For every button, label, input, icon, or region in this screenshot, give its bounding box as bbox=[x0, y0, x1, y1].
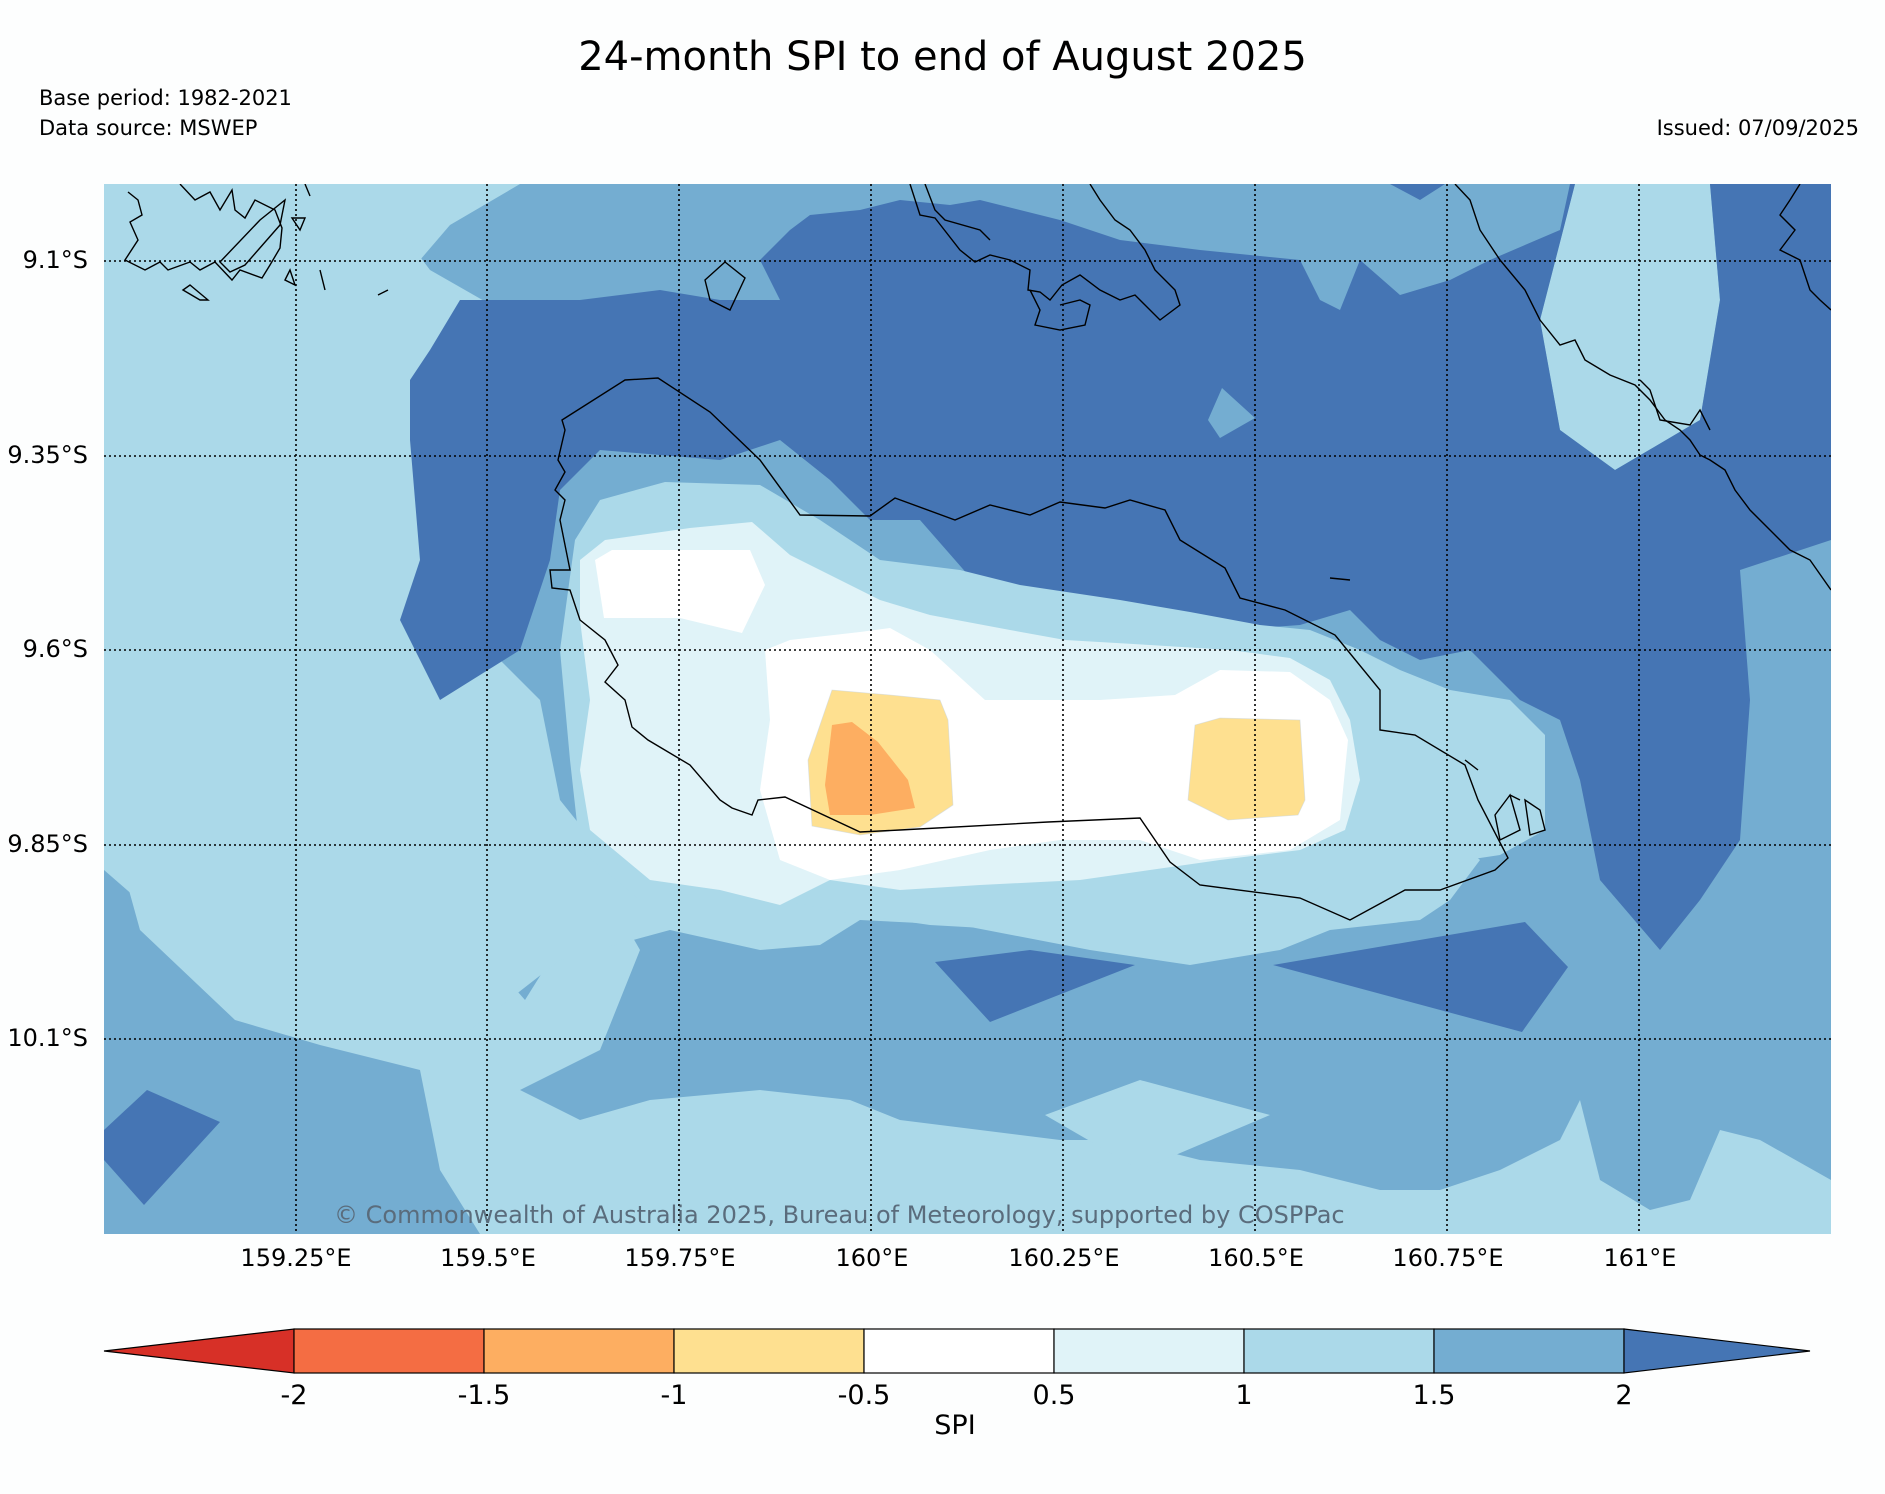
lon-tick-label: 159.75°E bbox=[624, 1244, 736, 1272]
coastline-malaita-inlet bbox=[1639, 379, 1711, 431]
colorbar-extend-high bbox=[1623, 1328, 1811, 1374]
coastline-nggela bbox=[909, 184, 1181, 321]
coastline-nggela-west bbox=[924, 184, 991, 241]
colorbar-bin-3 bbox=[673, 1328, 865, 1374]
lon-tick-label: 159.25°E bbox=[240, 1244, 352, 1272]
copyright-notice: © Commonwealth of Australia 2025, Bureau… bbox=[334, 1201, 1345, 1229]
colorbar-tick-label: 0.5 bbox=[1032, 1380, 1076, 1411]
lon-tick-label: 160°E bbox=[835, 1244, 909, 1272]
colorbar-tick-label: 1.5 bbox=[1412, 1380, 1456, 1411]
contour-1-1.5-south bbox=[104, 230, 1831, 1234]
coastline-e-islet bbox=[1329, 577, 1351, 581]
contour-above-2-south-b bbox=[1273, 922, 1568, 1032]
contour-neutral-north bbox=[595, 550, 765, 633]
colorbar-bin-5 bbox=[1053, 1328, 1245, 1374]
colorbar-title: SPI bbox=[934, 1410, 976, 1441]
coastline-guadalcanal bbox=[549, 377, 1509, 921]
lon-tick-label: 160.25°E bbox=[1008, 1244, 1120, 1272]
lon-tick-label: 159.5°E bbox=[440, 1244, 536, 1272]
coastline-east-islets bbox=[1494, 793, 1521, 842]
lon-tick-label: 161°E bbox=[1603, 1244, 1677, 1272]
contour-drier-west bbox=[825, 722, 915, 815]
coastline-nw-islet-f bbox=[304, 184, 311, 197]
issued-date: Issued: 07/09/2025 bbox=[1656, 116, 1859, 140]
lat-tick-label: 10.1°S bbox=[7, 1024, 88, 1052]
coastlines bbox=[123, 184, 1831, 921]
contour-edges bbox=[807, 689, 1306, 836]
colorbar-bin-4 bbox=[863, 1328, 1055, 1374]
lat-tick-label: 9.6°S bbox=[22, 635, 88, 663]
coastline-malaita bbox=[1454, 184, 1831, 591]
coastline-east-spur bbox=[1464, 759, 1479, 771]
coastline-nw-islet-a bbox=[181, 284, 210, 301]
lat-tick-label: 9.35°S bbox=[7, 441, 88, 469]
colorbar bbox=[103, 1328, 1811, 1374]
contour-dry-east bbox=[1188, 718, 1305, 820]
coastline-east-islet-b bbox=[1524, 798, 1546, 836]
coastline-nw-island bbox=[123, 184, 283, 282]
spi-contour-field bbox=[104, 184, 1831, 1234]
base-period: Base period: 1982-2021 bbox=[39, 86, 292, 110]
data-source: Data source: MSWEP bbox=[39, 116, 258, 140]
coastline-nggela-inner bbox=[1029, 289, 1091, 331]
colorbar-extend-low bbox=[103, 1328, 295, 1374]
colorbar-tick-label: -2 bbox=[280, 1380, 308, 1411]
coastline-nw-islet-c bbox=[319, 269, 326, 291]
colorbar-tick-label: -1 bbox=[660, 1380, 688, 1411]
colorbar-tick-label: 2 bbox=[1615, 1380, 1633, 1411]
coastline-nw-islet-b bbox=[284, 268, 297, 287]
coastline-nw-spit bbox=[219, 198, 287, 273]
coastline-savo bbox=[704, 261, 746, 311]
colorbar-tick-label: -1.5 bbox=[457, 1380, 511, 1411]
contour-1.5-2-hole bbox=[1208, 388, 1255, 438]
lat-tick-label: 9.85°S bbox=[7, 830, 88, 858]
colorbar-tick-label: 1 bbox=[1235, 1380, 1253, 1411]
lat-tick-label: 9.1°S bbox=[22, 246, 88, 274]
lon-tick-label: 160.75°E bbox=[1392, 1244, 1504, 1272]
colorbar-bin-6 bbox=[1243, 1328, 1435, 1374]
contour-above-2-south-a bbox=[935, 950, 1135, 1022]
coastline-nw-islet-d bbox=[377, 289, 389, 296]
contour-above-2-north bbox=[400, 184, 1831, 950]
colorbar-tick-label: -0.5 bbox=[837, 1380, 891, 1411]
lon-tick-label: 160.5°E bbox=[1208, 1244, 1304, 1272]
colorbar-bin-7 bbox=[1433, 1328, 1625, 1374]
colorbar-bin-1 bbox=[293, 1328, 485, 1374]
map-title: 24-month SPI to end of August 2025 bbox=[578, 34, 1307, 80]
coastline-malaita-east bbox=[1778, 184, 1831, 311]
contour-above-2-southwest bbox=[104, 1090, 220, 1205]
graticule bbox=[104, 184, 1831, 1234]
contour-1-1.5-south-island bbox=[1045, 1080, 1270, 1170]
colorbar-bin-2 bbox=[483, 1328, 675, 1374]
